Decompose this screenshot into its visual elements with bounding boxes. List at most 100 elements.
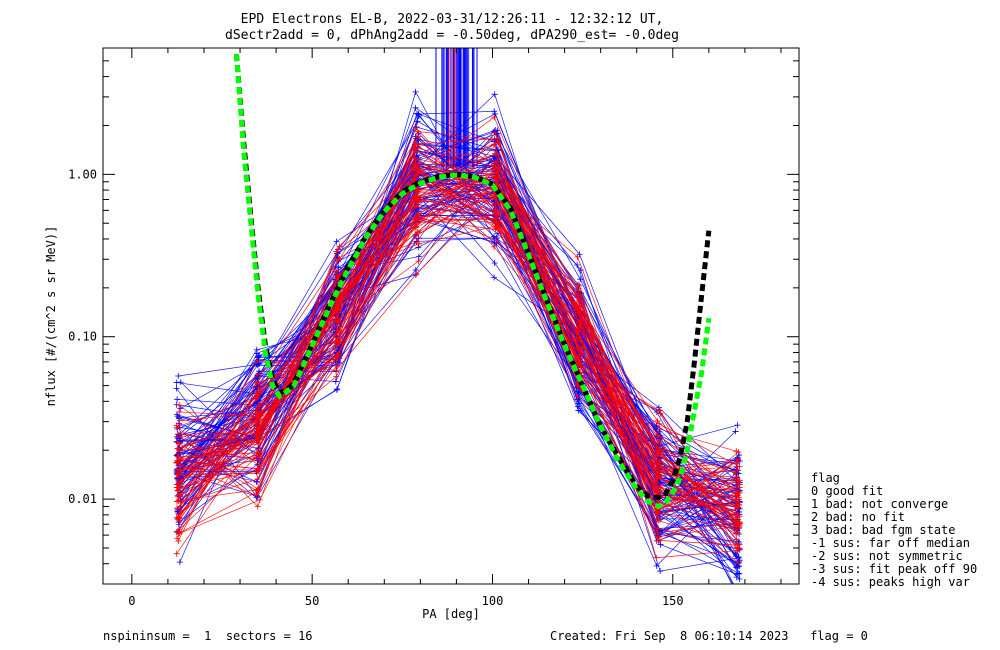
raw-point	[490, 141, 497, 148]
raw-point	[573, 301, 580, 308]
x-tick-label: 0	[128, 594, 135, 608]
raw-point	[656, 426, 663, 433]
raw-point	[653, 472, 660, 479]
x-tick-label: 50	[305, 594, 319, 608]
raw-point	[492, 169, 499, 176]
raw-point	[174, 453, 181, 460]
raw-point	[175, 484, 182, 491]
raw-point	[335, 318, 342, 325]
raw-point	[655, 538, 662, 545]
raw-point	[175, 414, 182, 421]
raw-point	[735, 546, 742, 553]
raw-point	[653, 508, 660, 515]
raw-point	[495, 181, 502, 188]
y-tick-label: 0.10	[68, 330, 97, 344]
raw-point	[653, 554, 660, 561]
raw-line	[176, 143, 736, 508]
raw-line	[176, 137, 736, 554]
raw-point	[335, 317, 342, 324]
legend-item: 3 bad: bad fgm state	[811, 523, 956, 537]
raw-line	[178, 149, 737, 535]
raw-point	[334, 334, 341, 341]
raw-point	[656, 433, 663, 440]
raw-line	[178, 157, 737, 528]
raw-point	[176, 402, 183, 409]
raw-point	[336, 294, 343, 301]
raw-point	[255, 488, 262, 495]
raw-point	[736, 452, 743, 459]
raw-point	[575, 355, 582, 362]
raw-point	[176, 559, 183, 566]
raw-point	[413, 110, 420, 117]
raw-point	[333, 362, 340, 369]
raw-point	[173, 385, 180, 392]
raw-line	[178, 177, 740, 515]
legend-title: flag	[811, 471, 840, 485]
raw-point	[574, 354, 581, 361]
raw-line	[176, 180, 740, 539]
raw-point	[654, 508, 661, 515]
raw-point	[173, 535, 180, 542]
raw-point	[176, 417, 183, 424]
raw-line	[179, 188, 739, 530]
raw-line	[176, 143, 738, 497]
raw-point	[574, 262, 581, 269]
raw-line	[177, 177, 740, 494]
raw-line	[178, 168, 737, 527]
raw-line	[178, 168, 736, 493]
raw-point	[332, 378, 339, 385]
raw-point	[657, 410, 664, 417]
raw-line	[179, 186, 739, 534]
raw-point	[654, 516, 661, 523]
raw-point	[411, 203, 418, 210]
raw-point	[415, 133, 422, 140]
raw-point	[412, 232, 419, 239]
raw-point	[175, 372, 182, 379]
raw-point	[413, 270, 420, 277]
footer-sectors-info: nspininsum = 1 sectors = 16	[103, 629, 313, 643]
raw-line	[177, 206, 738, 552]
legend-item: 1 bad: not converge	[811, 497, 948, 511]
raw-line	[178, 175, 740, 580]
raw-point	[254, 434, 261, 441]
raw-point	[256, 360, 263, 367]
raw-point	[413, 170, 420, 177]
raw-point	[174, 466, 181, 473]
raw-point	[574, 310, 581, 317]
x-tick-label: 150	[662, 594, 684, 608]
raw-point	[734, 467, 741, 474]
raw-point	[491, 108, 498, 115]
raw-point	[336, 255, 343, 262]
raw-point	[174, 474, 181, 481]
raw-point	[175, 478, 182, 485]
raw-point	[734, 422, 741, 429]
raw-point	[177, 431, 184, 438]
raw-point	[734, 529, 741, 536]
legend-item: -4 sus: peaks high var	[811, 575, 970, 589]
flag-legend: flag 0 good fit 1 bad: not converge 2 ba…	[811, 471, 977, 589]
raw-point	[332, 268, 339, 275]
raw-point	[492, 129, 499, 136]
raw-point	[736, 484, 743, 491]
raw-point	[256, 384, 263, 391]
raw-point	[333, 313, 340, 320]
raw-point	[414, 135, 421, 142]
raw-point	[175, 521, 182, 528]
raw-point	[733, 536, 740, 543]
raw-point	[491, 163, 498, 170]
raw-point	[412, 104, 419, 111]
raw-point	[412, 194, 419, 201]
raw-point	[336, 243, 343, 250]
raw-point	[256, 352, 263, 359]
raw-point	[175, 458, 182, 465]
raw-point	[254, 371, 261, 378]
raw-point	[415, 111, 422, 118]
raw-point	[577, 276, 584, 283]
raw-point	[733, 492, 740, 499]
raw-point	[575, 407, 582, 414]
raw-point	[415, 258, 422, 265]
raw-point	[576, 282, 583, 289]
raw-line	[177, 179, 740, 471]
